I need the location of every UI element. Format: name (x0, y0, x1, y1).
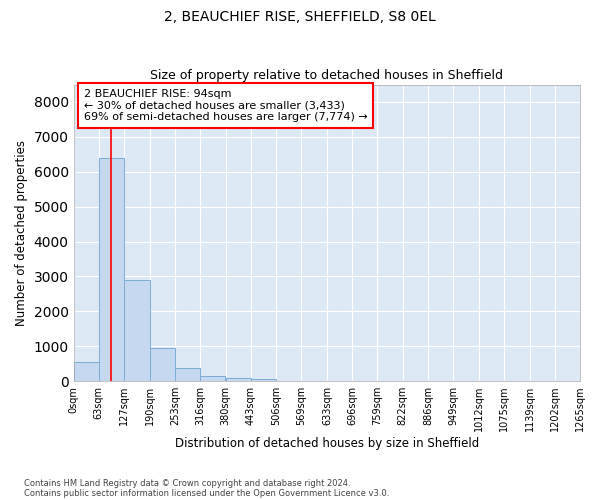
Title: Size of property relative to detached houses in Sheffield: Size of property relative to detached ho… (150, 69, 503, 82)
Bar (175, 368, 200, 381)
Bar (226, 378, 251, 381)
X-axis label: Distribution of detached houses by size in Sheffield: Distribution of detached houses by size … (175, 437, 479, 450)
Bar (99, 158, 124, 381)
Bar (200, 376, 225, 381)
Text: Contains HM Land Registry data © Crown copyright and database right 2024.: Contains HM Land Registry data © Crown c… (24, 478, 350, 488)
Bar (149, 348, 175, 381)
Y-axis label: Number of detached properties: Number of detached properties (15, 140, 28, 326)
Text: 2 BEAUCHIEF RISE: 94sqm
← 30% of detached houses are smaller (3,433)
69% of semi: 2 BEAUCHIEF RISE: 94sqm ← 30% of detache… (83, 89, 367, 122)
Bar (74, 362, 99, 381)
Text: 2, BEAUCHIEF RISE, SHEFFIELD, S8 0EL: 2, BEAUCHIEF RISE, SHEFFIELD, S8 0EL (164, 10, 436, 24)
Bar (251, 379, 276, 381)
Text: Contains public sector information licensed under the Open Government Licence v3: Contains public sector information licen… (24, 488, 389, 498)
Bar (124, 280, 149, 381)
